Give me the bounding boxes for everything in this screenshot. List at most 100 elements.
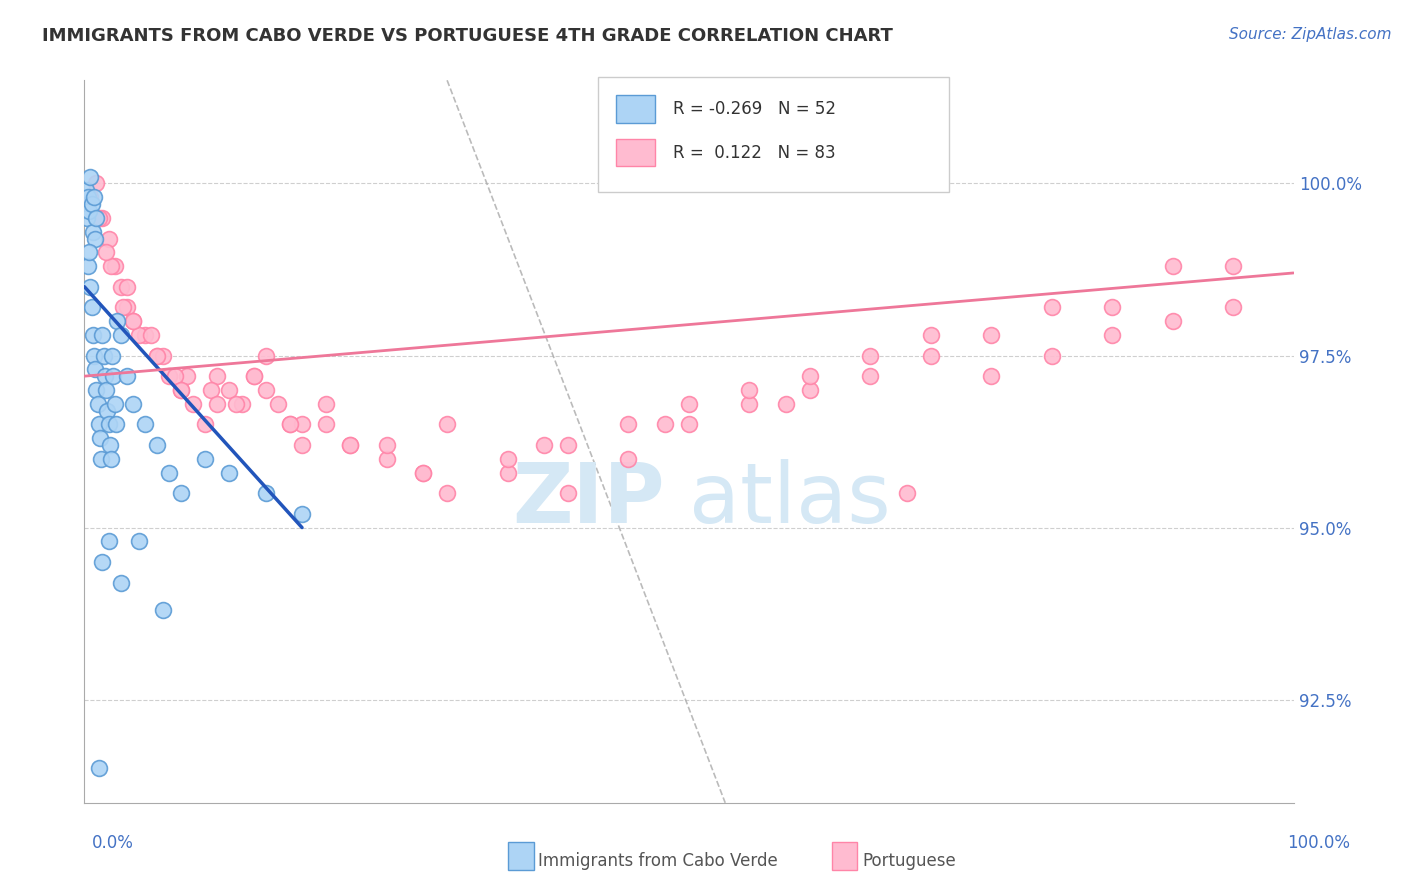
Point	[254, 486, 277, 500]
Point	[412, 466, 434, 480]
Point	[218, 383, 240, 397]
Point	[79, 190, 101, 204]
Point	[254, 349, 277, 363]
Point	[90, 451, 112, 466]
Point	[1222, 259, 1244, 273]
Point	[104, 417, 127, 432]
Point	[79, 169, 101, 184]
Text: 0.0%: 0.0%	[91, 834, 134, 852]
Text: atlas: atlas	[689, 458, 890, 540]
Point	[91, 211, 114, 225]
Point	[496, 466, 519, 480]
Point	[152, 349, 174, 363]
Point	[436, 417, 458, 432]
Point	[375, 438, 398, 452]
Point	[96, 403, 118, 417]
Point	[91, 555, 114, 569]
Point	[77, 190, 100, 204]
Point	[170, 383, 193, 397]
Point	[104, 397, 127, 411]
Point	[678, 417, 700, 432]
Point	[100, 259, 122, 273]
Point	[134, 327, 156, 342]
Text: R =  0.122   N = 83: R = 0.122 N = 83	[673, 144, 835, 161]
Point	[115, 369, 138, 384]
FancyBboxPatch shape	[616, 139, 655, 166]
Point	[115, 301, 138, 315]
Point	[87, 211, 110, 225]
Point	[1040, 349, 1063, 363]
Point	[242, 369, 264, 384]
Point	[97, 534, 120, 549]
Point	[86, 211, 108, 225]
Point	[146, 349, 169, 363]
Point	[412, 466, 434, 480]
Point	[291, 507, 314, 521]
Point	[94, 369, 117, 384]
Point	[75, 183, 97, 197]
Point	[134, 417, 156, 432]
Point	[920, 349, 942, 363]
Point	[207, 397, 229, 411]
Point	[157, 466, 180, 480]
Point	[436, 486, 458, 500]
Point	[375, 451, 398, 466]
Point	[254, 383, 277, 397]
Point	[98, 438, 121, 452]
Point	[97, 231, 120, 245]
Point	[128, 534, 150, 549]
Point	[278, 417, 301, 432]
Point	[146, 438, 169, 452]
Point	[799, 369, 821, 384]
Point	[112, 301, 135, 315]
Point	[93, 349, 115, 363]
Point	[291, 417, 314, 432]
Point	[738, 397, 761, 411]
Point	[799, 383, 821, 397]
Point	[86, 383, 108, 397]
Point	[775, 397, 797, 411]
Point	[146, 349, 169, 363]
Point	[339, 438, 361, 452]
Point	[194, 417, 217, 432]
Point	[87, 761, 110, 775]
Point	[165, 369, 187, 384]
Point	[77, 204, 100, 219]
Point	[200, 383, 222, 397]
Text: R = -0.269   N = 52: R = -0.269 N = 52	[673, 100, 837, 118]
Point	[76, 211, 98, 225]
Point	[194, 451, 217, 466]
Point	[738, 383, 761, 397]
Point	[207, 369, 229, 384]
Point	[496, 451, 519, 466]
Point	[1040, 301, 1063, 315]
Point	[291, 438, 314, 452]
Point	[278, 417, 301, 432]
Point	[980, 327, 1002, 342]
Point	[678, 397, 700, 411]
Point	[115, 279, 138, 293]
FancyBboxPatch shape	[599, 77, 949, 193]
Point	[170, 486, 193, 500]
Point	[859, 369, 882, 384]
Point	[121, 314, 143, 328]
Point	[557, 486, 579, 500]
Point	[859, 349, 882, 363]
Point	[86, 397, 108, 411]
Point	[100, 451, 122, 466]
Point	[128, 327, 150, 342]
Point	[77, 259, 100, 273]
Text: Immigrants from Cabo Verde: Immigrants from Cabo Verde	[538, 852, 779, 870]
Point	[315, 417, 337, 432]
Point	[97, 417, 120, 432]
Point	[157, 369, 180, 384]
Point	[77, 245, 100, 260]
Point	[80, 197, 103, 211]
Point	[980, 369, 1002, 384]
Point	[121, 397, 143, 411]
Text: IMMIGRANTS FROM CABO VERDE VS PORTUGUESE 4TH GRADE CORRELATION CHART: IMMIGRANTS FROM CABO VERDE VS PORTUGUESE…	[42, 27, 893, 45]
Point	[83, 349, 105, 363]
Point	[91, 327, 114, 342]
Point	[267, 397, 290, 411]
Point	[89, 431, 111, 445]
